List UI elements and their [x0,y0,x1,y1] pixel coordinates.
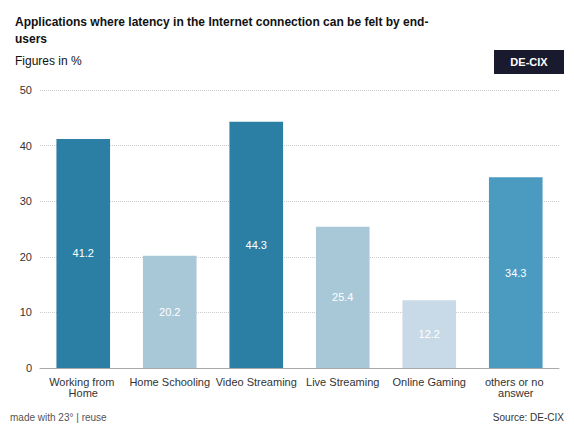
svg-text:44.3: 44.3 [246,239,267,251]
svg-text:Source: DE-CIX: Source: DE-CIX [493,412,564,423]
svg-text:answer: answer [498,387,534,399]
svg-text:40: 40 [20,140,32,152]
svg-text:Live Streaming: Live Streaming [306,376,379,388]
svg-text:50: 50 [20,84,32,96]
svg-text:34.3: 34.3 [505,267,526,279]
svg-text:Working from: Working from [49,375,118,388]
svg-text:20.2: 20.2 [159,306,180,318]
svg-text:25.4: 25.4 [332,291,353,303]
svg-text:Home: Home [69,387,98,399]
svg-text:Video Streaming: Video Streaming [216,376,297,388]
svg-text:Applications where latency in: Applications where latency in the Intern… [15,15,428,29]
svg-text:30: 30 [20,195,32,207]
svg-text:Figures in %: Figures in % [15,54,82,68]
svg-text:10: 10 [20,306,32,318]
svg-text:users: users [15,32,47,46]
svg-text:20: 20 [20,251,32,263]
svg-text:others or no: others or no [484,375,547,388]
svg-text:made with 23° | reuse: made with 23° | reuse [10,412,107,423]
svg-text:DE-CIX: DE-CIX [510,56,548,68]
svg-text:12.2: 12.2 [419,328,440,340]
svg-text:Home Schooling: Home Schooling [129,376,210,388]
svg-text:0: 0 [26,362,32,374]
svg-text:41.2: 41.2 [73,247,94,259]
svg-text:Online Gaming: Online Gaming [393,376,466,388]
